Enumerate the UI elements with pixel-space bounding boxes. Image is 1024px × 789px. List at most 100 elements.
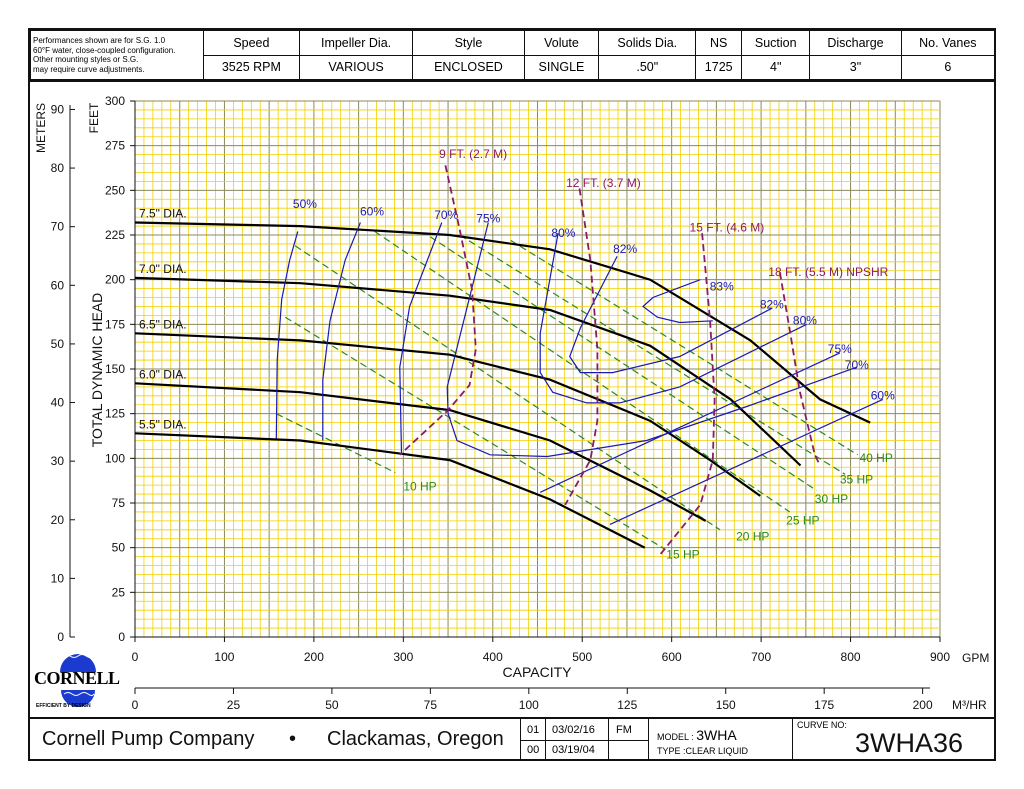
x-tick-label: 800 xyxy=(841,650,861,664)
y2-unit-label: METERS xyxy=(34,103,48,153)
head-curve-label: 7.5" DIA. xyxy=(139,206,187,220)
y2-tick-label: 60 xyxy=(51,278,65,292)
y-tick-label: 300 xyxy=(105,94,125,108)
type-value: CLEAR LIQUID xyxy=(685,746,749,756)
x-axis-title: CAPACITY xyxy=(503,664,573,680)
y-tick-label: 250 xyxy=(105,183,125,197)
efficiency-curve xyxy=(642,279,713,324)
revision-date: 03/19/04 xyxy=(552,744,595,756)
x2-tick-label: 200 xyxy=(913,698,933,712)
y-tick-label: 150 xyxy=(105,362,125,376)
efficiency-curve xyxy=(539,352,841,493)
x-tick-label: 100 xyxy=(214,650,234,664)
val-impeller: VARIOUS xyxy=(298,54,414,80)
y2-tick-label: 10 xyxy=(51,571,65,585)
curve-number: 3WHA36 xyxy=(855,728,964,758)
val-vanes: 6 xyxy=(900,54,996,80)
divider xyxy=(520,718,521,761)
val-suction: 4" xyxy=(741,54,811,80)
revision-number: 00 xyxy=(527,744,540,756)
revision-number: 01 xyxy=(527,724,540,736)
npshr-curve xyxy=(659,233,716,556)
hp-label: 40 HP xyxy=(860,451,893,465)
hp-label: 15 HP xyxy=(666,547,699,561)
head-curve-label: 6.0" DIA. xyxy=(139,367,187,381)
head-curve xyxy=(134,432,646,549)
efficiency-curve xyxy=(399,222,443,455)
y2-tick-label: 40 xyxy=(51,396,65,410)
col-volute: Volute xyxy=(523,30,600,56)
npshr-curve xyxy=(399,165,477,456)
hp-line xyxy=(294,245,721,531)
x2-tick-label: 150 xyxy=(716,698,736,712)
divider xyxy=(30,717,995,719)
x-tick-label: 0 xyxy=(132,650,139,664)
npshr-curve xyxy=(779,272,821,466)
y-tick-label: 175 xyxy=(105,317,125,331)
val-style: ENCLOSED xyxy=(412,54,525,80)
y2-tick-label: 90 xyxy=(51,102,65,116)
hp-label: 35 HP xyxy=(840,472,873,486)
y-axis-title: TOTAL DYNAMIC HEAD xyxy=(89,293,105,448)
revision-author: FM xyxy=(616,724,632,736)
hp-label: 20 HP xyxy=(736,530,769,544)
y-tick-label: 125 xyxy=(105,407,125,421)
hp-line xyxy=(459,234,846,475)
head-curve-label: 7.0" DIA. xyxy=(139,262,187,276)
efficiency-label: 70% xyxy=(434,208,458,222)
efficiency-label: 80% xyxy=(551,226,575,240)
val-discharge: 3" xyxy=(809,54,902,80)
y2-tick-label: 20 xyxy=(51,513,65,527)
y-tick-label: 0 xyxy=(118,630,125,644)
efficiency-label: 82% xyxy=(613,242,637,256)
hp-line xyxy=(510,239,859,456)
x2-unit-label: M³/HR xyxy=(952,698,987,712)
hp-label: 10 HP xyxy=(403,479,436,493)
note-line: Other mounting styles or S.G. xyxy=(33,55,139,64)
performance-note: Performances shown are for S.G. 1.0 60°F… xyxy=(30,30,204,80)
x2-tick-label: 175 xyxy=(814,698,834,712)
y-tick-label: 100 xyxy=(105,451,125,465)
sheet-border xyxy=(28,28,996,761)
npshr-label: 12 FT. (3.7 M) xyxy=(566,176,641,190)
x-tick-label: 300 xyxy=(393,650,413,664)
y-tick-label: 50 xyxy=(112,541,126,555)
hp-line xyxy=(429,236,817,492)
spec-table: Performances shown are for S.G. 1.0 60°F… xyxy=(30,30,996,80)
val-volute: SINGLE xyxy=(523,54,600,80)
col-vanes: No. Vanes xyxy=(900,30,996,56)
efficiency-label: 60% xyxy=(360,204,384,218)
logo-wordmark: CORNELL xyxy=(34,668,120,688)
x-tick-label: 900 xyxy=(930,650,950,664)
cornell-logo: CORNELL EFFICIENT BY DESIGN xyxy=(32,648,124,710)
x-tick-label: 200 xyxy=(304,650,324,664)
x-tick-label: 500 xyxy=(572,650,592,664)
divider xyxy=(608,718,609,761)
col-suction: Suction xyxy=(741,30,811,56)
y2-tick-label: 0 xyxy=(57,630,64,644)
efficiency-curve xyxy=(539,233,807,404)
efficiency-label: 80% xyxy=(793,313,817,327)
x2-tick-label: 50 xyxy=(325,698,339,712)
logo-globe-icon xyxy=(60,654,96,707)
y-tick-label: 200 xyxy=(105,273,125,287)
x2-tick-label: 75 xyxy=(424,698,438,712)
head-curve xyxy=(134,332,761,497)
hp-line xyxy=(374,230,791,513)
hp-line xyxy=(284,316,666,551)
efficiency-curve xyxy=(322,222,361,441)
y-tick-label: 75 xyxy=(112,496,126,510)
hp-label: 25 HP xyxy=(786,513,819,527)
efficiency-label: 82% xyxy=(760,297,784,311)
divider xyxy=(792,718,793,761)
npshr-label: 18 FT. (5.5 M) NPSHR xyxy=(768,265,888,279)
efficiency-label: 75% xyxy=(476,211,500,225)
efficiency-label: 50% xyxy=(293,197,317,211)
y-tick-label: 225 xyxy=(105,228,125,242)
model-label: MODEL : xyxy=(657,732,694,742)
y-tick-label: 25 xyxy=(112,585,126,599)
x-tick-label: 700 xyxy=(751,650,771,664)
head-curve xyxy=(134,276,802,467)
x-tick-label: 400 xyxy=(483,650,503,664)
